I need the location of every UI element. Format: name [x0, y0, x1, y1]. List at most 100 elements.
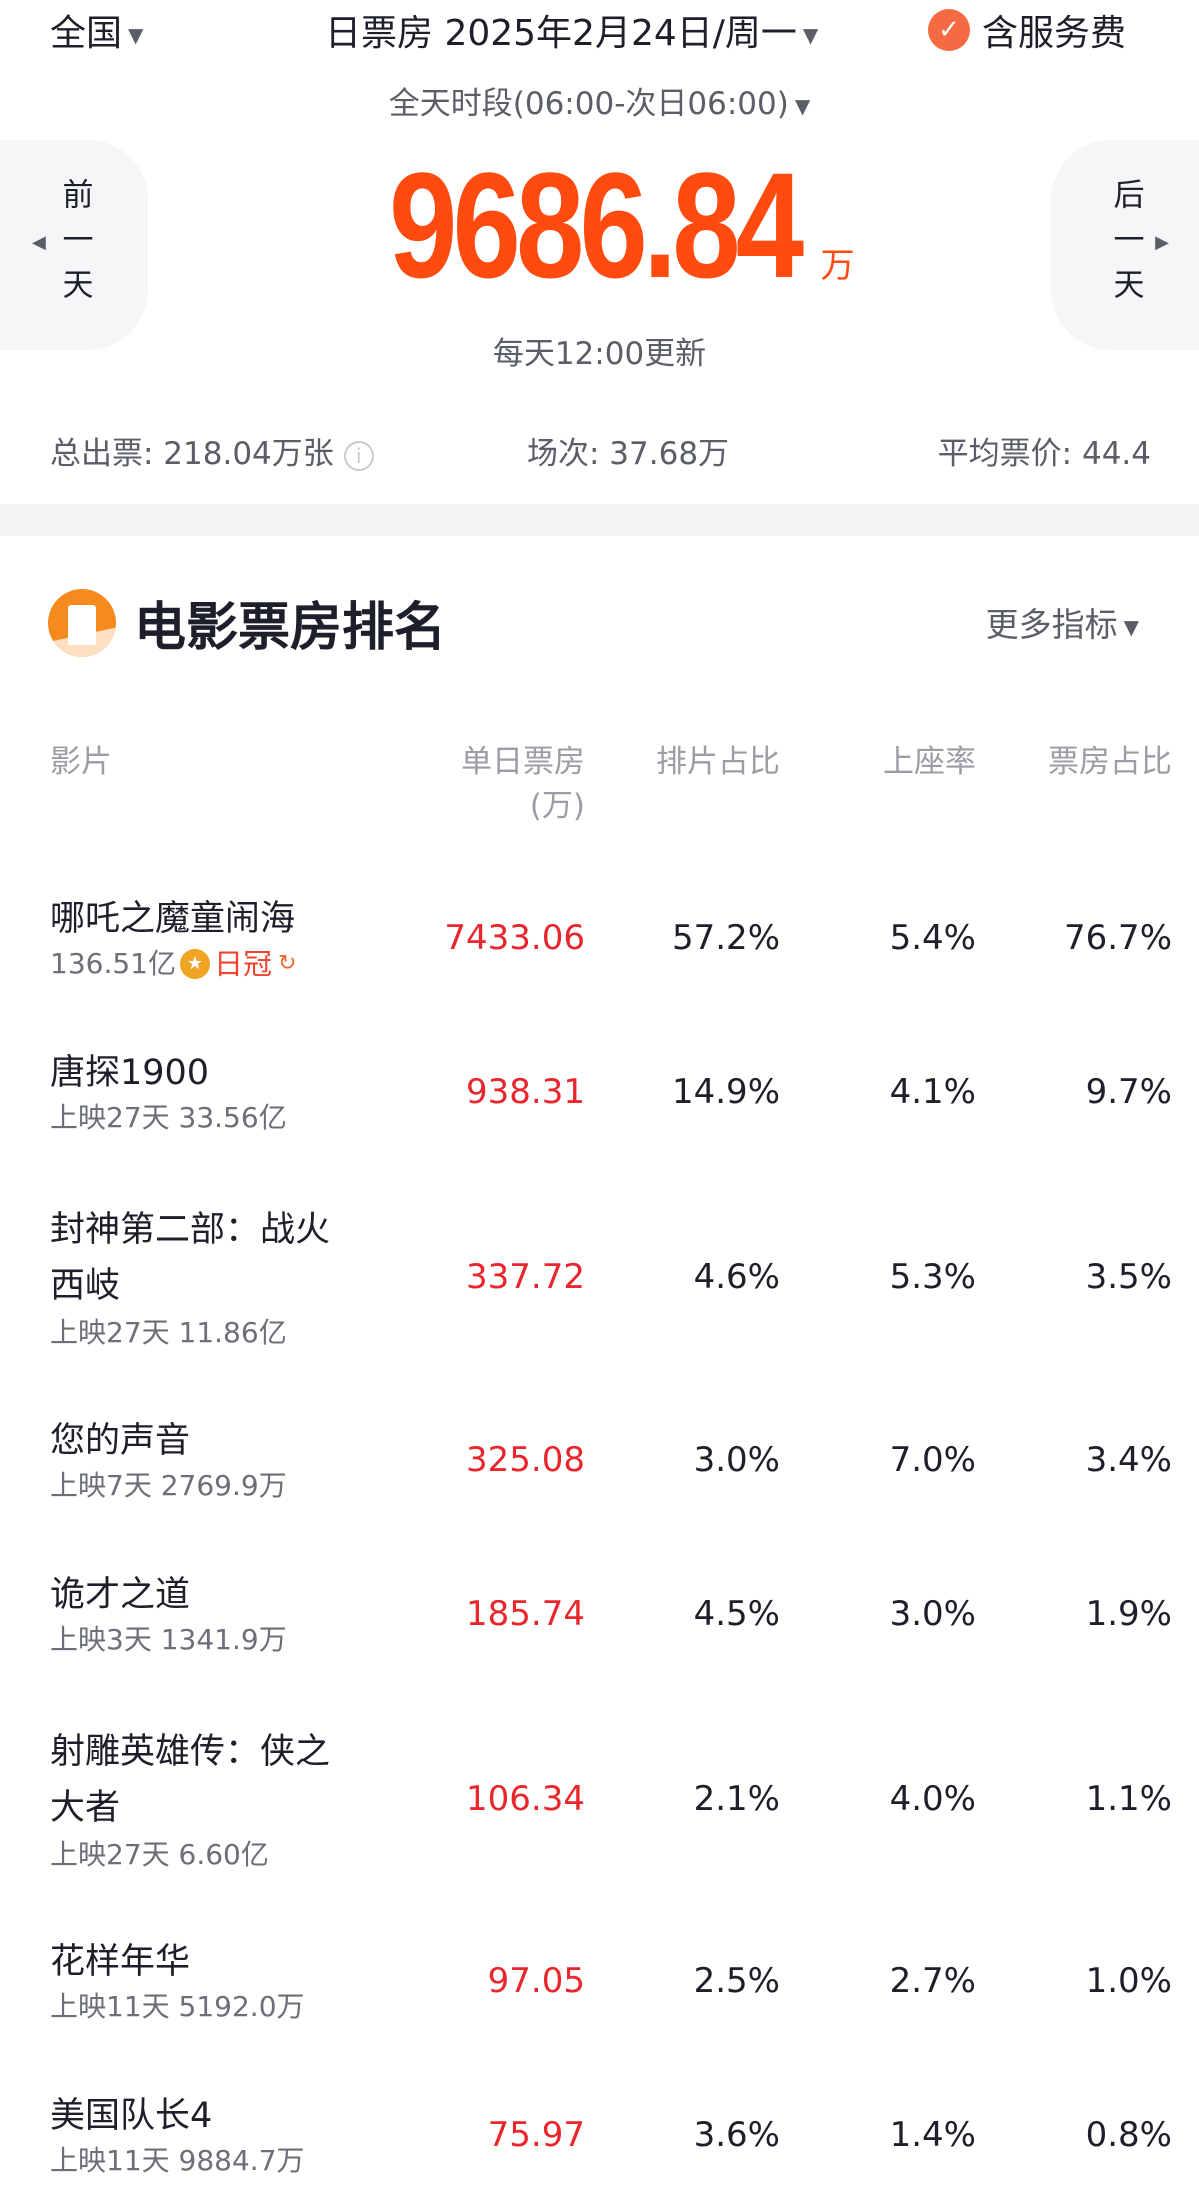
caret-down-icon: ▼	[794, 93, 811, 118]
more-metrics-label: 更多指标	[985, 605, 1118, 644]
schedule-share-value: 14.9%	[671, 1072, 780, 1112]
avg-price-stat: 平均票价: 44.4	[937, 436, 1151, 472]
film-subline: 上映27天 6.60亿	[50, 1836, 380, 1874]
table-row[interactable]: 射雕英雄传：侠之大者 上映27天 6.60亿 106.34 2.1% 4.0% 1…	[0, 1708, 1199, 1891]
film-name: 花样年华	[50, 1942, 191, 1982]
film-cell: 美国队长4 上映11天 9884.7万	[50, 2090, 380, 2180]
more-metrics-button[interactable]: 更多指标 ▼	[986, 598, 1139, 646]
occupancy-value: 7.0%	[889, 1440, 976, 1480]
schedule-share-value: 4.6%	[693, 1257, 780, 1297]
caret-down-icon: ▼	[802, 23, 819, 47]
film-name: 您的声音	[50, 1421, 191, 1461]
film-subline: 上映11天 5192.0万	[50, 1988, 380, 2026]
film-sub-info: 136.51亿	[50, 947, 176, 980]
box-office-value: 325.08	[466, 1440, 585, 1480]
column-header-share[interactable]: 票房占比	[1048, 744, 1172, 780]
caret-down-icon: ▼	[1123, 614, 1139, 639]
schedule-share-value: 3.6%	[693, 2115, 780, 2155]
service-fee-toggle[interactable]: ✓ 含服务费	[928, 4, 1126, 56]
film-subline: 上映7天 2769.9万	[50, 1467, 380, 1505]
column-header-box[interactable]: 单日票房 (万)	[461, 740, 585, 828]
region-selector[interactable]: 全国 ▼	[50, 4, 143, 56]
film-sub-info: 上映3天 1341.9万	[50, 1623, 287, 1656]
table-row[interactable]: 花样年华 上映11天 5192.0万 97.05 2.5% 2.7% 1.0%	[0, 1904, 1199, 2058]
arrow-right-icon: ▶	[1155, 232, 1169, 253]
table-row[interactable]: 哪吒之魔童闹海 136.51亿 ★ 日冠 ↻ 7433.06 57.2% 5.4% 76…	[0, 861, 1199, 1015]
film-sub-info: 上映11天 5192.0万	[50, 1990, 305, 2023]
film-name: 射雕英雄传：侠之大者	[50, 1732, 331, 1828]
column-header-occupancy[interactable]: 上座率	[883, 744, 976, 780]
caret-down-icon: ▼	[128, 23, 144, 47]
period-label: 全天时段(06:00-次日06:00)	[388, 86, 789, 122]
column-header-film: 影片	[50, 744, 112, 780]
section-divider	[0, 504, 1199, 536]
update-note: 每天12:00更新	[492, 336, 707, 372]
next-day-button[interactable]: 后一天 ▶	[1051, 140, 1199, 350]
film-cell: 哪吒之魔童闹海 136.51亿 ★ 日冠 ↻	[50, 893, 380, 983]
film-cell: 射雕英雄传：侠之大者上映27天 6.60亿	[50, 1724, 380, 1874]
film-sub-info: 上映27天 6.60亿	[50, 1838, 269, 1871]
total-box-office-unit: 万	[820, 247, 855, 285]
box-office-value: 106.34	[466, 1779, 585, 1819]
table-row[interactable]: 诡才之道 上映3天 1341.9万 185.74 4.5% 3.0% 1.9%	[0, 1537, 1199, 1691]
table-row[interactable]: 您的声音上映7天 2769.9万 325.08 3.0% 7.0% 3.4%	[0, 1383, 1199, 1537]
arrow-left-icon: ◀	[32, 232, 46, 253]
box-share-value: 76.7%	[1063, 918, 1172, 958]
table-row[interactable]: 美国队长4 上映11天 9884.7万 75.97 3.6% 1.4% 0.8%	[0, 2058, 1199, 2212]
film-sub-info: 上映11天 9884.7万	[50, 2144, 305, 2177]
box-share-value: 0.8%	[1085, 2115, 1172, 2155]
service-fee-label: 含服务费	[982, 13, 1127, 54]
film-sub-info: 上映7天 2769.9万	[50, 1469, 287, 1502]
schedule-share-value: 3.0%	[693, 1440, 780, 1480]
total-box-office: 9686.84 万	[0, 150, 1199, 300]
column-header-box-unit: (万)	[529, 788, 585, 824]
film-cell: 诡才之道 上映3天 1341.9万	[50, 1569, 380, 1659]
film-sub-info: 上映27天 11.86亿	[50, 1316, 287, 1349]
film-sub-info: 上映27天 33.56亿	[50, 1101, 287, 1134]
section-title: 电影票房排名	[134, 598, 447, 658]
total-box-office-value: 9686.84	[389, 141, 804, 309]
schedule-share-value: 4.5%	[693, 1594, 780, 1634]
box-share-value: 1.1%	[1085, 1779, 1172, 1819]
occupancy-value: 2.7%	[889, 1961, 976, 2001]
prev-day-button[interactable]: ◀ 前一天	[0, 140, 148, 350]
schedule-share-value: 57.2%	[671, 918, 780, 958]
section-header: 电影票房排名	[48, 585, 446, 660]
box-share-value: 1.0%	[1085, 1961, 1172, 2001]
check-icon: ✓	[928, 9, 970, 51]
film-subline: 上映11天 9884.7万	[50, 2142, 380, 2180]
medal-icon: ★	[179, 949, 210, 979]
table-row[interactable]: 封神第二部：战火西岐 上映27天 11.86亿 337.72 4.6% 5.3% …	[0, 1186, 1199, 1369]
film-name: 唐探1900	[50, 1053, 210, 1093]
box-share-value: 1.9%	[1085, 1594, 1172, 1634]
occupancy-value: 1.4%	[889, 2115, 976, 2155]
refresh-icon: ↻	[278, 951, 297, 976]
box-share-value: 3.5%	[1085, 1257, 1172, 1297]
film-cell: 唐探1900 上映27天 33.56亿	[50, 1047, 380, 1137]
film-subline: 136.51亿 ★ 日冠 ↻	[50, 945, 380, 983]
film-subline: 上映27天 33.56亿	[50, 1099, 380, 1137]
table-row[interactable]: 唐探1900 上映27天 33.56亿 938.31 14.9% 4.1% 9.7…	[0, 1015, 1199, 1169]
date-label: 日票房 2025年2月24日/周一	[325, 13, 797, 54]
prev-day-label: 前一天	[56, 177, 93, 313]
schedule-share-value: 2.5%	[693, 1961, 780, 2001]
film-cell: 花样年华上映11天 5192.0万	[50, 1936, 380, 2026]
occupancy-value: 4.0%	[889, 1779, 976, 1819]
film-cell: 封神第二部：战火西岐 上映27天 11.86亿	[50, 1202, 380, 1352]
occupancy-value: 5.3%	[889, 1257, 976, 1297]
column-header-schedule[interactable]: 排片占比	[656, 744, 780, 780]
region-label: 全国	[50, 13, 123, 54]
info-icon[interactable]: i	[343, 440, 374, 471]
film-subline: 上映27天 11.86亿	[50, 1314, 380, 1352]
box-office-value: 75.97	[487, 2115, 585, 2155]
period-selector[interactable]: 全天时段(06:00-次日06:00) ▼	[0, 78, 1199, 123]
occupancy-value: 4.1%	[889, 1072, 976, 1112]
box-office-value: 337.72	[466, 1257, 585, 1297]
tickets-label: 总出票: 218.04万张	[50, 436, 334, 472]
box-share-value: 3.4%	[1085, 1440, 1172, 1480]
column-header-box-label: 单日票房	[461, 744, 585, 780]
date-selector[interactable]: 日票房 2025年2月24日/周一 ▼	[325, 4, 818, 56]
film-subline: 上映3天 1341.9万	[50, 1621, 380, 1659]
shows-stat: 场次: 37.68万	[527, 436, 730, 472]
next-day-label: 后一天	[1107, 177, 1144, 313]
